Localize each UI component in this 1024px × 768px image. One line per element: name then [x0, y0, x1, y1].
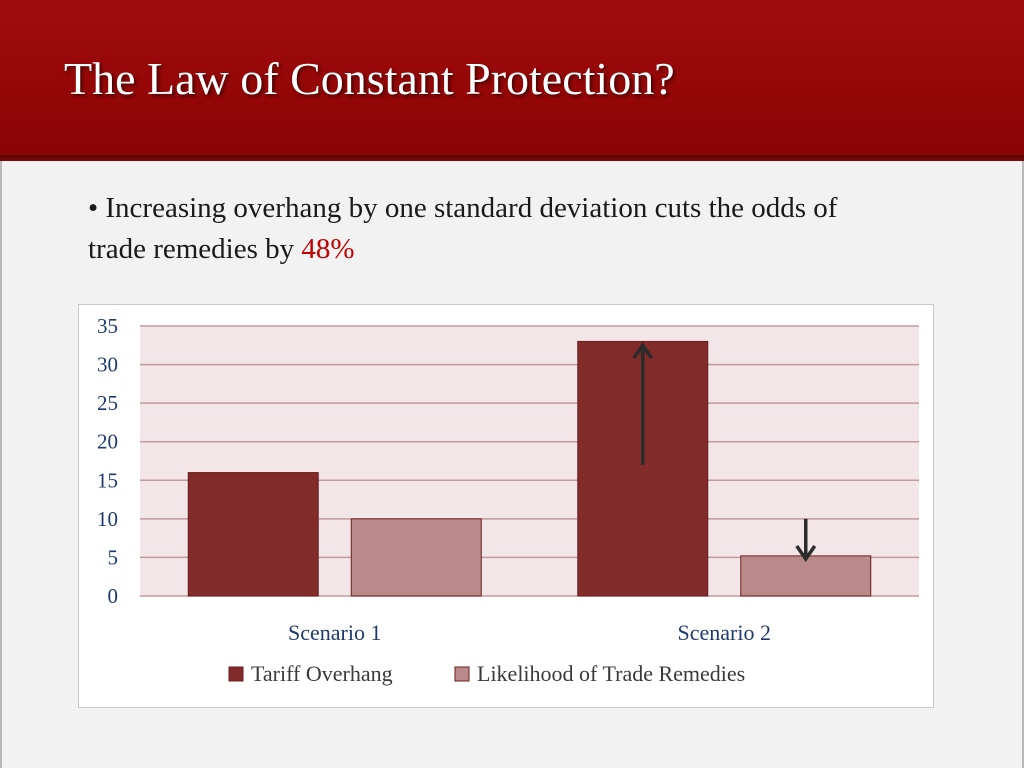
annotation-arrowhead: [632, 342, 654, 360]
y-tick-label: 25: [97, 391, 118, 415]
title-bar: [0, 0, 1024, 155]
slide-title: The Law of Constant Protection?: [64, 53, 675, 104]
bullet-highlight-value: 48%: [301, 233, 355, 265]
bar: [350, 518, 482, 597]
y-tick-label: 5: [108, 545, 119, 569]
bar: [187, 472, 319, 597]
legend-swatch: [228, 666, 244, 682]
left-border: [0, 161, 2, 768]
bar: [740, 555, 872, 597]
y-tick-label: 0: [108, 584, 119, 608]
y-tick-label: 10: [97, 507, 118, 531]
legend-swatch: [454, 666, 470, 682]
y-tick-label: 35: [97, 314, 118, 338]
x-tick-label: Scenario 1: [288, 620, 381, 645]
bar-chart: 0 5 10 15 20 25 30 35 Scenario 1 Scenario 2 Tariff…: [97, 314, 919, 686]
y-tick-label: 20: [97, 430, 118, 454]
right-border: [1022, 161, 1024, 768]
chart-frame: 0 5 10 15 20 25 30 35 Scenario 1 Scenario 2 Tariff…: [78, 304, 934, 708]
x-tick-label: Scenario 2: [678, 620, 771, 645]
y-tick-label: 15: [97, 468, 118, 492]
y-tick-label: 30: [97, 353, 118, 377]
legend-label: Tariff Overhang: [251, 661, 393, 686]
legend-label: Likelihood of Trade Remedies: [477, 661, 745, 686]
title-bar-divider: [0, 155, 1024, 161]
bullet-text: • Increasing overhang by one standard de…: [88, 192, 838, 265]
annotation-arrowhead: [795, 544, 817, 563]
bullet-point: • Increasing overhang by one standard de…: [88, 188, 888, 270]
